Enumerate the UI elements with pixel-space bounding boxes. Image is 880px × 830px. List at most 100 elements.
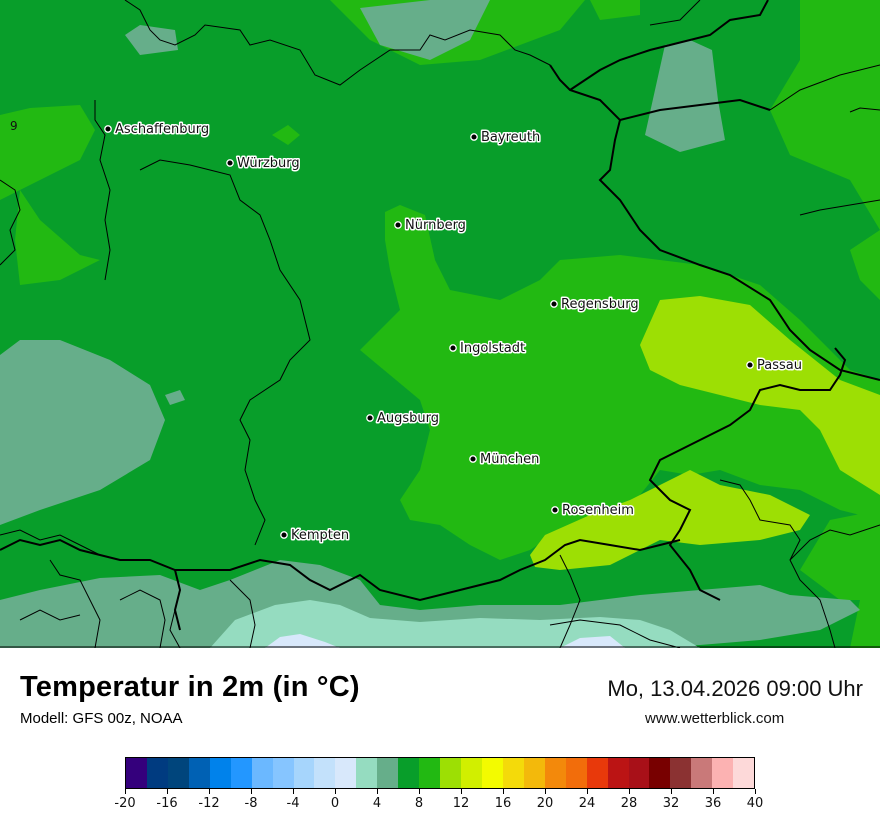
- colorbar-tick: [419, 789, 420, 794]
- city-dot-icon: [470, 133, 478, 141]
- colorbar-tick: [209, 789, 210, 794]
- forecast-datetime: Mo, 13.04.2026 09:00 Uhr: [607, 676, 863, 701]
- colorbar-bin: [398, 758, 420, 788]
- city-label: Regensburg: [561, 297, 639, 312]
- colorbar-tick-label: -20: [114, 796, 136, 811]
- city-label: Aschaffenburg: [115, 122, 209, 137]
- colorbar-bin: [502, 758, 524, 788]
- colorbar-tick: [461, 789, 462, 794]
- city-dot-icon: [746, 361, 754, 369]
- city-dot-icon: [550, 300, 558, 308]
- national-borders: [0, 0, 880, 631]
- colorbar-bin: [293, 758, 315, 788]
- city-label: Nürnberg: [405, 218, 466, 233]
- city-marker: Ingolstadt: [449, 340, 527, 358]
- city-dot-icon: [394, 221, 402, 229]
- colorbar-bin: [481, 758, 503, 788]
- temperature-region-0-2: [560, 636, 625, 648]
- colorbar-bin: [188, 758, 210, 788]
- city-label: Würzburg: [237, 156, 300, 171]
- colorbar-bin: [377, 758, 399, 788]
- chart-title: Temperatur in 2m (in °C): [20, 671, 360, 703]
- temperature-region-4-6: [360, 0, 490, 60]
- colorbar-bin: [335, 758, 357, 788]
- colorbar-bin: [314, 758, 336, 788]
- colorbar-tick: [125, 789, 126, 794]
- temperature-region-2-4: [210, 600, 700, 648]
- city-marker: Bayreuth: [470, 129, 542, 147]
- temperature-region-8-10: [800, 510, 880, 600]
- city-dot-icon: [449, 344, 457, 352]
- temperature-region-8-10: [15, 190, 100, 285]
- temperature-map: 9 Aschaffenburg Würzburg Bayreuth Nürnberg R…: [0, 0, 880, 648]
- colorbar-tick: [755, 789, 756, 794]
- colorbar-tick: [587, 789, 588, 794]
- colorbar-tick-label: 8: [414, 796, 424, 811]
- edge-label: 9: [10, 119, 18, 133]
- colorbar-tick-label: 20: [536, 796, 554, 811]
- temperature-region-8-10: [850, 230, 880, 300]
- temperature-region-10-12: [530, 470, 810, 570]
- website-link[interactable]: www.wetterblick.com: [645, 710, 785, 727]
- city-marker: München: [469, 451, 541, 469]
- colorbar-tick: [377, 789, 378, 794]
- colorbar-bin: [272, 758, 294, 788]
- colorbar-bin: [146, 758, 168, 788]
- colorbar-tick-label: 4: [372, 796, 382, 811]
- colorbar-tick-label: 12: [452, 796, 470, 811]
- colorbar-tick-label: 32: [662, 796, 680, 811]
- temperature-region-4-6: [645, 40, 725, 152]
- colorbar-tick-label: -16: [156, 796, 178, 811]
- city-dot-icon: [366, 414, 374, 422]
- colorbar-bin: [649, 758, 671, 788]
- colorbar-tick-label: 40: [746, 796, 764, 811]
- city-marker: Rosenheim: [551, 502, 635, 520]
- colorbar-bin: [126, 758, 147, 788]
- colorbar-tick: [251, 789, 252, 794]
- colorbar-tick-label: 16: [494, 796, 512, 811]
- colorbar-tick-label: 0: [330, 796, 340, 811]
- colorbar-bin: [440, 758, 461, 788]
- city-marker: Regensburg: [550, 296, 640, 314]
- colorbar-tick-label: -4: [286, 796, 300, 811]
- colorbar-bin: [167, 758, 189, 788]
- colorbar-bin: [712, 758, 734, 788]
- temperature-region-10-12: [640, 296, 880, 495]
- temperature-region-8-10: [770, 0, 880, 230]
- temperature-region-8-10: [590, 0, 640, 20]
- colorbar-ticks: -20 -16 -12 -8 -4 0 4 8 12 16 20 24 28 32 36 40: [114, 789, 763, 819]
- temperature-region-8-10: [272, 125, 300, 145]
- temperature-colorbar: [125, 757, 755, 789]
- colorbar-tick-label: -8: [244, 796, 258, 811]
- colorbar-bin: [691, 758, 713, 788]
- colorbar-bin: [209, 758, 231, 788]
- city-label: Augsburg: [377, 411, 439, 426]
- city-dot-icon: [226, 159, 234, 167]
- temperature-region-6-8: [660, 548, 720, 580]
- model-info: Modell: GFS 00z, NOAA: [20, 710, 183, 727]
- colorbar-bin: [565, 758, 587, 788]
- temperature-region-0-2: [265, 634, 340, 648]
- city-dot-icon: [104, 125, 112, 133]
- city-label: Passau: [757, 358, 802, 373]
- colorbar-tick-label: 24: [578, 796, 596, 811]
- colorbar-bin: [419, 758, 441, 788]
- colorbar-tick: [713, 789, 714, 794]
- temperature-region-8-10: [0, 105, 95, 200]
- city-marker: Passau: [746, 357, 803, 375]
- city-dot-icon: [469, 455, 477, 463]
- colorbar-tick: [545, 789, 546, 794]
- city-label: Ingolstadt: [460, 341, 525, 356]
- city-marker: Kempten: [280, 527, 351, 545]
- colorbar-tick: [167, 789, 168, 794]
- city-label: Bayreuth: [481, 130, 540, 145]
- city-marker: Würzburg: [226, 155, 301, 173]
- temperature-region-8-10: [360, 205, 880, 560]
- colorbar-tick-label: 36: [704, 796, 722, 811]
- colorbar-bin: [607, 758, 629, 788]
- temperature-region-4-6: [125, 25, 178, 55]
- colorbar-bin: [544, 758, 566, 788]
- city-dot-icon: [280, 531, 288, 539]
- colorbar-tick: [629, 789, 630, 794]
- colorbar-bin: [523, 758, 545, 788]
